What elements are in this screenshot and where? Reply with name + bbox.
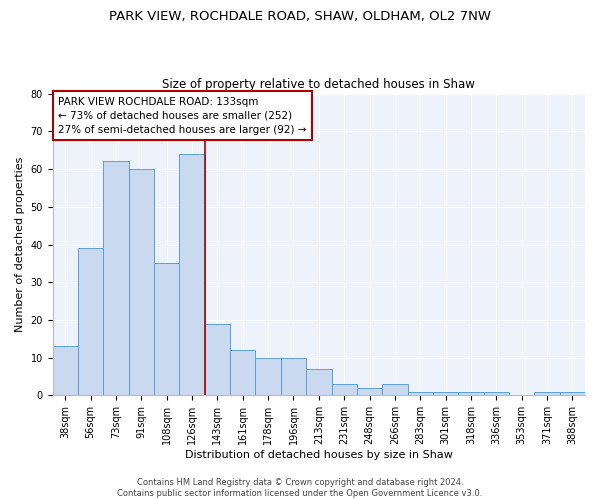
Bar bbox=[560, 392, 585, 396]
Bar bbox=[407, 392, 433, 396]
Bar bbox=[382, 384, 407, 396]
Bar bbox=[458, 392, 484, 396]
Bar bbox=[357, 388, 382, 396]
Y-axis label: Number of detached properties: Number of detached properties bbox=[15, 157, 25, 332]
X-axis label: Distribution of detached houses by size in Shaw: Distribution of detached houses by size … bbox=[185, 450, 453, 460]
Bar bbox=[256, 358, 281, 396]
Bar bbox=[53, 346, 78, 396]
Bar bbox=[535, 392, 560, 396]
Bar bbox=[306, 369, 332, 396]
Text: PARK VIEW ROCHDALE ROAD: 133sqm
← 73% of detached houses are smaller (252)
27% o: PARK VIEW ROCHDALE ROAD: 133sqm ← 73% of… bbox=[58, 96, 307, 134]
Bar bbox=[129, 169, 154, 396]
Bar bbox=[484, 392, 509, 396]
Bar bbox=[433, 392, 458, 396]
Bar bbox=[205, 324, 230, 396]
Bar bbox=[230, 350, 256, 396]
Bar bbox=[281, 358, 306, 396]
Bar bbox=[78, 248, 103, 396]
Text: Contains HM Land Registry data © Crown copyright and database right 2024.
Contai: Contains HM Land Registry data © Crown c… bbox=[118, 478, 482, 498]
Bar bbox=[179, 154, 205, 396]
Bar bbox=[154, 264, 179, 396]
Text: PARK VIEW, ROCHDALE ROAD, SHAW, OLDHAM, OL2 7NW: PARK VIEW, ROCHDALE ROAD, SHAW, OLDHAM, … bbox=[109, 10, 491, 23]
Bar bbox=[103, 162, 129, 396]
Bar bbox=[332, 384, 357, 396]
Title: Size of property relative to detached houses in Shaw: Size of property relative to detached ho… bbox=[163, 78, 475, 91]
